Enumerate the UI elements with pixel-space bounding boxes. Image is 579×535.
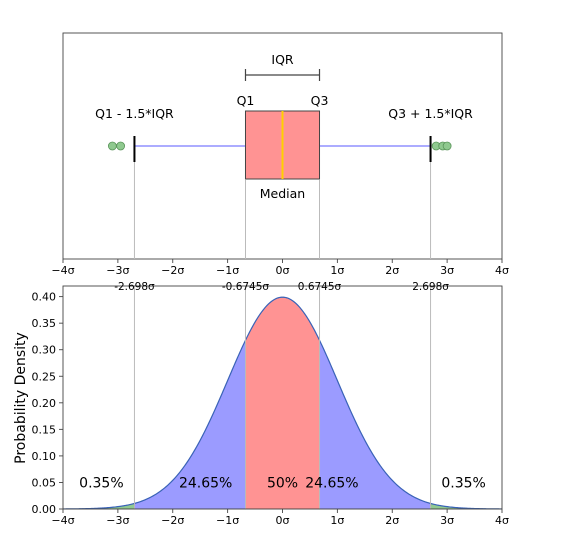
density-y-tick-label: 0.10 bbox=[32, 450, 57, 463]
boundary-label-q3: 0.6745σ bbox=[298, 281, 342, 293]
density-y-tick-label: 0.40 bbox=[32, 291, 57, 304]
y-axis-label: Probability Density bbox=[13, 332, 29, 464]
density-x-tick-label: −4σ bbox=[51, 514, 74, 527]
median-label: Median bbox=[260, 186, 305, 201]
outlier-point bbox=[107, 141, 117, 151]
boxplot-x-tick-label: 1σ bbox=[330, 264, 344, 277]
density-x-tick-label: 1σ bbox=[330, 514, 344, 527]
boxplot-x-tick-label: 0σ bbox=[276, 264, 290, 277]
outlier-point bbox=[442, 141, 452, 151]
boxplot-panel: IQR Q1 Q3 Median Q1 - 1.5*IQR Q3 + 1.5*I… bbox=[51, 32, 509, 277]
lower-fence-label: Q1 - 1.5*IQR bbox=[95, 106, 174, 121]
density-x-tick-label: −1σ bbox=[216, 514, 239, 527]
density-y-tick-label: 0.30 bbox=[32, 344, 57, 357]
boundary-label-q1: -0.6745σ bbox=[222, 281, 270, 293]
boundary-label-lower-fence: -2.698σ bbox=[114, 281, 155, 293]
density-x-tick-label: 0σ bbox=[276, 514, 290, 527]
density-x-axis-ticks: −4σ −3σ −2σ −1σ 0σ 1σ 2σ 3σ 4σ bbox=[51, 509, 509, 527]
density-panel: -2.698σ -0.6745σ 0.6745σ 2.698σ 0.35% 24… bbox=[13, 281, 509, 527]
boxplot-x-tick-label: −1σ bbox=[216, 264, 239, 277]
density-y-tick-label: 0.15 bbox=[32, 423, 57, 436]
outlier-points bbox=[107, 141, 452, 151]
density-y-tick-label: 0.25 bbox=[32, 370, 57, 383]
boxplot-x-axis-ticks: −4σ −3σ −2σ −1σ 0σ 1σ 2σ 3σ 4σ bbox=[51, 259, 509, 277]
density-y-tick-label: 0.20 bbox=[32, 397, 57, 410]
q3-label: Q3 bbox=[311, 93, 329, 108]
outlier-point bbox=[116, 141, 126, 151]
boxplot-x-tick-label: 2σ bbox=[385, 264, 399, 277]
region-label-left-tail: 0.35% bbox=[79, 475, 123, 491]
region-label-center: 50% bbox=[267, 475, 298, 491]
boxplot-x-tick-label: −4σ bbox=[51, 264, 74, 277]
density-x-tick-label: −3σ bbox=[106, 514, 129, 527]
boxplot-x-tick-label: −2σ bbox=[161, 264, 184, 277]
upper-fence-label: Q3 + 1.5*IQR bbox=[388, 106, 473, 121]
boxplot-x-tick-label: 3σ bbox=[440, 264, 454, 277]
boundary-label-upper-fence: 2.698σ bbox=[412, 281, 449, 293]
boxplot-x-tick-label: −3σ bbox=[106, 264, 129, 277]
density-y-tick-label: 0.05 bbox=[32, 476, 57, 489]
density-x-tick-label: 3σ bbox=[440, 514, 454, 527]
density-x-tick-label: 2σ bbox=[385, 514, 399, 527]
region-label-upper-mid: 24.65% bbox=[305, 475, 358, 491]
boxplot-x-tick-label: 4σ bbox=[495, 264, 509, 277]
density-y-tick-label: 0.35 bbox=[32, 317, 57, 330]
density-curve bbox=[62, 296, 503, 510]
region-label-lower-mid: 24.65% bbox=[179, 475, 232, 491]
density-y-tick-label: 0.00 bbox=[32, 503, 57, 516]
region-label-right-tail: 0.35% bbox=[441, 475, 485, 491]
q1-label: Q1 bbox=[237, 93, 255, 108]
density-x-tick-label: −2σ bbox=[161, 514, 184, 527]
density-x-tick-label: 4σ bbox=[495, 514, 509, 527]
iqr-label: IQR bbox=[271, 52, 294, 67]
density-y-axis-ticks: 0.00 0.05 0.10 0.15 0.20 0.25 0.30 0.35 0.40 bbox=[32, 291, 63, 516]
